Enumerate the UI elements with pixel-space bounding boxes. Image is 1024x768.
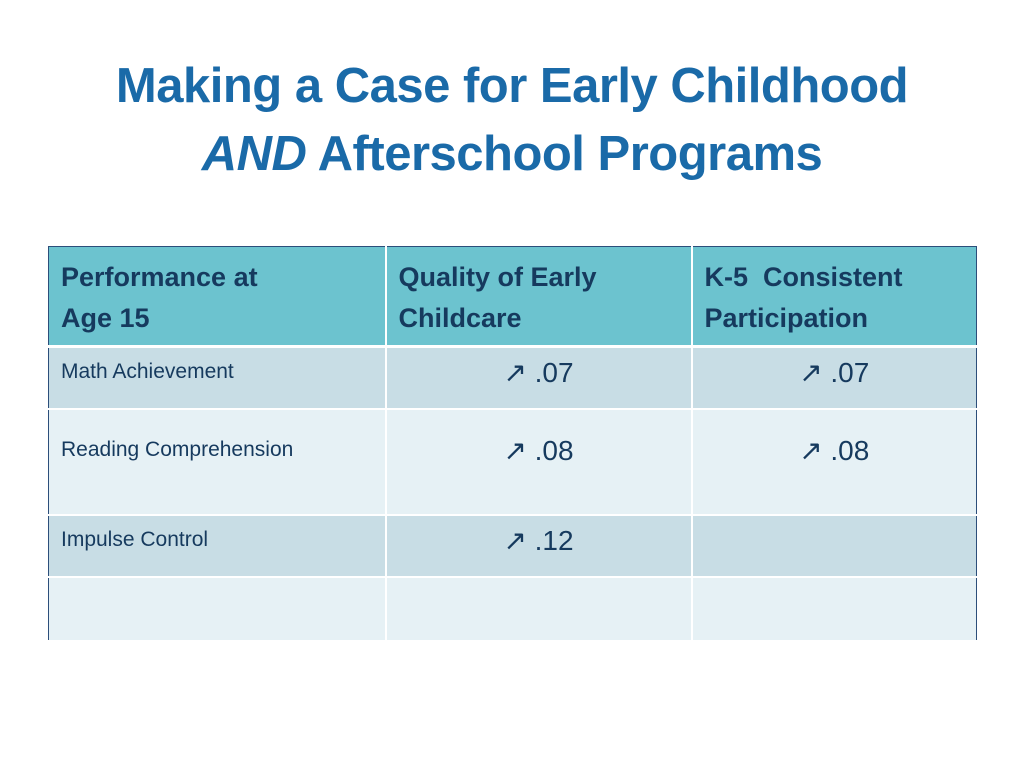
header-early-line2: Childcare: [398, 303, 522, 333]
title-line-2: AND Afterschool Programs: [0, 120, 1024, 188]
table-row: Impulse Control ↗ .12: [48, 515, 977, 578]
title-emphasis: AND: [201, 127, 307, 181]
early-childcare-value: [385, 577, 693, 642]
k5-value: ↗ .08: [691, 409, 977, 516]
header-early-line1: Quality of Early: [398, 262, 597, 292]
k5-value: [691, 577, 977, 642]
title-line-2-rest: Afterschool Programs: [306, 127, 823, 181]
k5-value: ↗ .07: [691, 346, 977, 410]
table-row: [48, 577, 977, 642]
early-childcare-value: ↗ .08: [385, 409, 693, 516]
header-performance-line1: Performance at: [61, 262, 258, 292]
header-k5-line1: K-5 Consistent: [704, 262, 903, 292]
row-label: Impulse Control: [48, 515, 387, 578]
title-line-1: Making a Case for Early Childhood: [115, 59, 909, 113]
table-row: Reading Comprehension ↗ .08 ↗ .08: [48, 409, 977, 516]
row-label: Math Achievement: [48, 346, 387, 410]
header-k5-participation: K-5 Consistent Participation: [691, 246, 977, 348]
header-performance: Performance at Age 15: [48, 246, 387, 348]
header-k5-line2: Participation: [704, 303, 869, 333]
k5-value: [691, 515, 977, 578]
header-row: Performance at Age 15 Quality of Early C…: [48, 246, 977, 348]
row-label: Reading Comprehension: [48, 409, 387, 516]
early-childcare-value: ↗ .07: [385, 346, 693, 410]
header-performance-line2: Age 15: [61, 303, 150, 333]
early-childcare-value: ↗ .12: [385, 515, 693, 578]
table-row: Math Achievement ↗ .07 ↗ .07: [48, 346, 977, 410]
results-table: Performance at Age 15 Quality of Early C…: [48, 246, 977, 642]
row-label: [48, 577, 387, 642]
slide-title: Making a Case for Early Childhood AND Af…: [0, 52, 1024, 188]
header-early-childcare: Quality of Early Childcare: [385, 246, 693, 348]
